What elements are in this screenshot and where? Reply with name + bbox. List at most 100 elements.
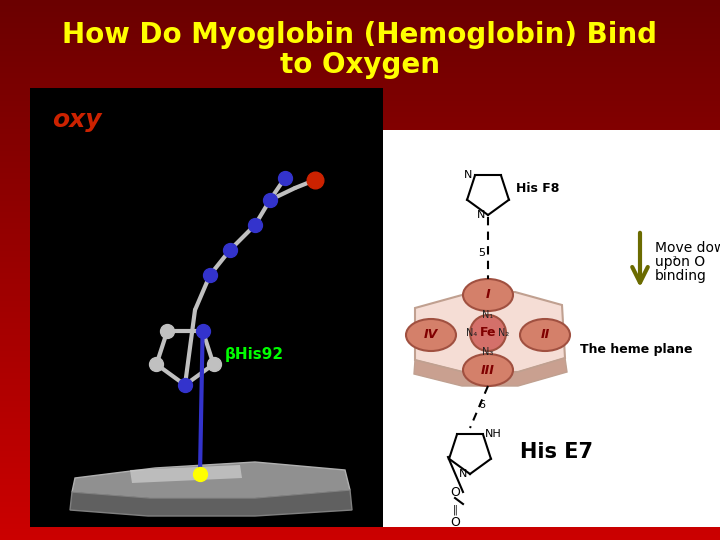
- Bar: [0, 514, 720, 515]
- Bar: [0, 221, 720, 222]
- Bar: [0, 487, 720, 488]
- Bar: [0, 125, 720, 126]
- Bar: [0, 212, 720, 213]
- Bar: [0, 432, 720, 433]
- Bar: [0, 115, 720, 116]
- Bar: [0, 235, 720, 236]
- Bar: [0, 179, 720, 180]
- Bar: [0, 268, 720, 269]
- Bar: [0, 231, 720, 232]
- Bar: [0, 248, 720, 249]
- Bar: [0, 62, 720, 63]
- Bar: [0, 502, 720, 503]
- Bar: [0, 92, 720, 93]
- Bar: [0, 66, 720, 67]
- Bar: [0, 233, 720, 234]
- Bar: [0, 135, 720, 136]
- Bar: [0, 440, 720, 441]
- Bar: [0, 143, 720, 144]
- Bar: [0, 353, 720, 354]
- Bar: [0, 308, 720, 309]
- Bar: [0, 134, 720, 135]
- Bar: [0, 198, 720, 199]
- Bar: [0, 13, 720, 14]
- Bar: [0, 44, 720, 45]
- Text: III: III: [481, 363, 495, 376]
- Bar: [0, 249, 720, 250]
- Bar: [0, 41, 720, 42]
- Bar: [0, 490, 720, 491]
- Bar: [0, 396, 720, 397]
- Text: ‖: ‖: [453, 505, 457, 515]
- Bar: [0, 42, 720, 43]
- Bar: [0, 270, 720, 271]
- Bar: [0, 436, 720, 437]
- Bar: [0, 409, 720, 410]
- Bar: [0, 311, 720, 312]
- Bar: [0, 159, 720, 160]
- Bar: [0, 257, 720, 258]
- Bar: [0, 166, 720, 167]
- Bar: [0, 478, 720, 479]
- Bar: [0, 242, 720, 243]
- Bar: [0, 455, 720, 456]
- Bar: [0, 124, 720, 125]
- Bar: [0, 331, 720, 332]
- Bar: [0, 300, 720, 301]
- Bar: [0, 369, 720, 370]
- Bar: [0, 85, 720, 86]
- Text: II: II: [541, 328, 549, 341]
- Text: How Do Myoglobin (Hemoglobin) Bind: How Do Myoglobin (Hemoglobin) Bind: [63, 21, 657, 49]
- Bar: [0, 14, 720, 15]
- Bar: [0, 107, 720, 108]
- Bar: [0, 420, 720, 421]
- Bar: [0, 126, 720, 127]
- Bar: [0, 481, 720, 482]
- Bar: [0, 131, 720, 132]
- Bar: [0, 431, 720, 432]
- Text: βHis92: βHis92: [225, 348, 284, 362]
- Bar: [0, 523, 720, 524]
- Bar: [0, 370, 720, 371]
- Bar: [0, 305, 720, 306]
- Bar: [0, 54, 720, 55]
- Bar: [0, 426, 720, 427]
- Bar: [0, 20, 720, 21]
- Bar: [0, 151, 720, 152]
- Bar: [0, 381, 720, 382]
- Bar: [0, 140, 720, 141]
- Bar: [0, 499, 720, 500]
- Bar: [0, 413, 720, 414]
- Bar: [0, 340, 720, 341]
- Bar: [0, 309, 720, 310]
- Bar: [0, 129, 720, 130]
- Bar: [0, 211, 720, 212]
- Bar: [0, 302, 720, 303]
- Bar: [0, 301, 720, 302]
- Bar: [0, 121, 720, 122]
- Bar: [0, 162, 720, 163]
- Bar: [0, 337, 720, 338]
- Bar: [0, 382, 720, 383]
- Bar: [0, 73, 720, 74]
- Bar: [0, 238, 720, 239]
- Bar: [0, 156, 720, 157]
- Bar: [0, 422, 720, 423]
- Bar: [0, 80, 720, 81]
- Bar: [0, 35, 720, 36]
- Bar: [0, 176, 720, 177]
- Ellipse shape: [463, 279, 513, 311]
- Bar: [0, 193, 720, 194]
- Bar: [0, 281, 720, 282]
- Bar: [0, 108, 720, 109]
- Text: oxy: oxy: [52, 108, 102, 132]
- Bar: [0, 55, 720, 56]
- Bar: [0, 120, 720, 121]
- Bar: [0, 161, 720, 162]
- Bar: [0, 96, 720, 97]
- Bar: [0, 527, 720, 528]
- Text: ₂: ₂: [673, 252, 677, 262]
- Bar: [0, 205, 720, 206]
- Bar: [0, 241, 720, 242]
- Bar: [0, 283, 720, 284]
